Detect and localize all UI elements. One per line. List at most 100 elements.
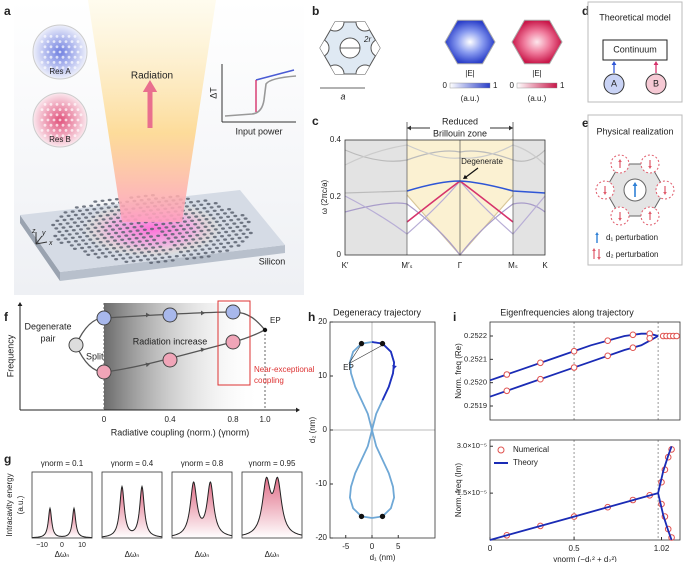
air-hole — [128, 256, 133, 259]
air-hole — [246, 220, 251, 224]
mode-a — [162, 307, 178, 323]
inset-hole — [46, 61, 50, 64]
label: M′ₛ — [401, 261, 412, 270]
air-hole — [128, 230, 133, 233]
arrow-head — [597, 257, 601, 260]
air-hole — [88, 238, 93, 241]
inset-hole — [73, 55, 77, 59]
label: Physical realization — [596, 126, 673, 136]
air-hole — [86, 253, 91, 256]
radiation-gradient — [104, 303, 300, 410]
arrow-head — [146, 312, 150, 318]
arrow-head — [17, 302, 23, 306]
air-hole — [183, 246, 187, 249]
label: 0 — [510, 81, 515, 90]
field-map — [511, 19, 563, 65]
air-hole — [129, 222, 134, 225]
y-tick-label: -10 — [315, 479, 327, 488]
y-tick-label: 10 — [318, 371, 327, 380]
y-tick-label: 1.5×10⁻⁵ — [457, 488, 487, 497]
air-hole — [142, 254, 147, 258]
air-hole — [125, 253, 130, 256]
air-hole — [67, 233, 72, 236]
air-hole — [201, 240, 206, 244]
air-hole — [107, 225, 112, 228]
plot-frame — [171, 471, 233, 539]
inset-hole — [76, 108, 80, 111]
chart-title: Degeneracy trajectory — [333, 307, 422, 317]
air-hole — [72, 221, 77, 224]
label: (a.u.) — [461, 94, 480, 103]
air-hole — [99, 233, 104, 236]
air-hole — [230, 237, 235, 240]
mode-b — [225, 334, 241, 350]
inset-hole — [76, 50, 80, 54]
air-hole — [59, 215, 64, 218]
air-hole — [185, 197, 190, 200]
air-hole — [157, 253, 162, 256]
air-hole — [203, 225, 208, 228]
air-hole — [226, 241, 231, 245]
air-hole — [124, 260, 129, 263]
plot-frame — [31, 471, 93, 539]
air-hole — [127, 237, 132, 241]
inset-hole — [61, 55, 65, 59]
panel-label: i — [453, 310, 456, 324]
inset-hole — [61, 45, 65, 49]
air-hole — [147, 250, 151, 253]
air-hole — [243, 217, 248, 220]
data-point — [537, 359, 544, 367]
inset-hole — [70, 40, 74, 43]
air-hole — [178, 250, 183, 254]
inset-hole — [64, 61, 68, 64]
y-axis-label: Norm. freq (Im) — [454, 463, 463, 518]
air-hole — [136, 248, 141, 251]
inset-hole — [64, 118, 68, 122]
label: 0 — [102, 415, 107, 424]
air-hole — [182, 220, 187, 223]
label: (a.u.) — [528, 94, 547, 103]
inset-hole — [43, 103, 47, 106]
inset-hole — [58, 40, 62, 43]
inset-hole — [70, 129, 74, 132]
corner-hole — [325, 64, 345, 74]
air-hole — [156, 234, 161, 237]
air-hole — [248, 231, 253, 235]
data-point — [604, 337, 612, 345]
label: 0 — [443, 81, 448, 90]
label: K — [542, 261, 548, 270]
air-hole — [229, 219, 234, 222]
air-hole — [91, 215, 96, 218]
air-hole — [62, 218, 67, 222]
inset-hole — [49, 45, 53, 49]
air-hole — [121, 231, 126, 234]
label: Near-exceptional — [254, 365, 315, 374]
air-hole — [131, 259, 136, 263]
inset-hole — [61, 123, 65, 127]
air-hole — [197, 245, 202, 248]
air-hole — [76, 217, 81, 220]
inset-hole — [55, 103, 59, 106]
label: B — [653, 78, 659, 88]
air-hole — [154, 223, 159, 226]
air-hole — [71, 229, 76, 232]
inset-hole — [55, 55, 59, 59]
air-hole — [229, 245, 234, 248]
air-hole — [69, 244, 74, 247]
label: 0 — [60, 542, 64, 549]
air-hole — [90, 223, 95, 226]
air-hole — [146, 258, 150, 261]
air-hole — [187, 216, 191, 219]
air-hole — [186, 250, 191, 253]
air-hole — [74, 232, 79, 235]
air-hole — [158, 245, 163, 248]
arrow-head — [611, 61, 617, 65]
air-hole — [226, 215, 231, 218]
air-hole — [167, 255, 172, 259]
air-hole — [208, 213, 213, 217]
data-point — [673, 332, 680, 340]
air-hole — [141, 236, 146, 239]
air-hole — [207, 247, 212, 250]
air-hole — [214, 246, 219, 250]
air-hole — [82, 205, 86, 208]
